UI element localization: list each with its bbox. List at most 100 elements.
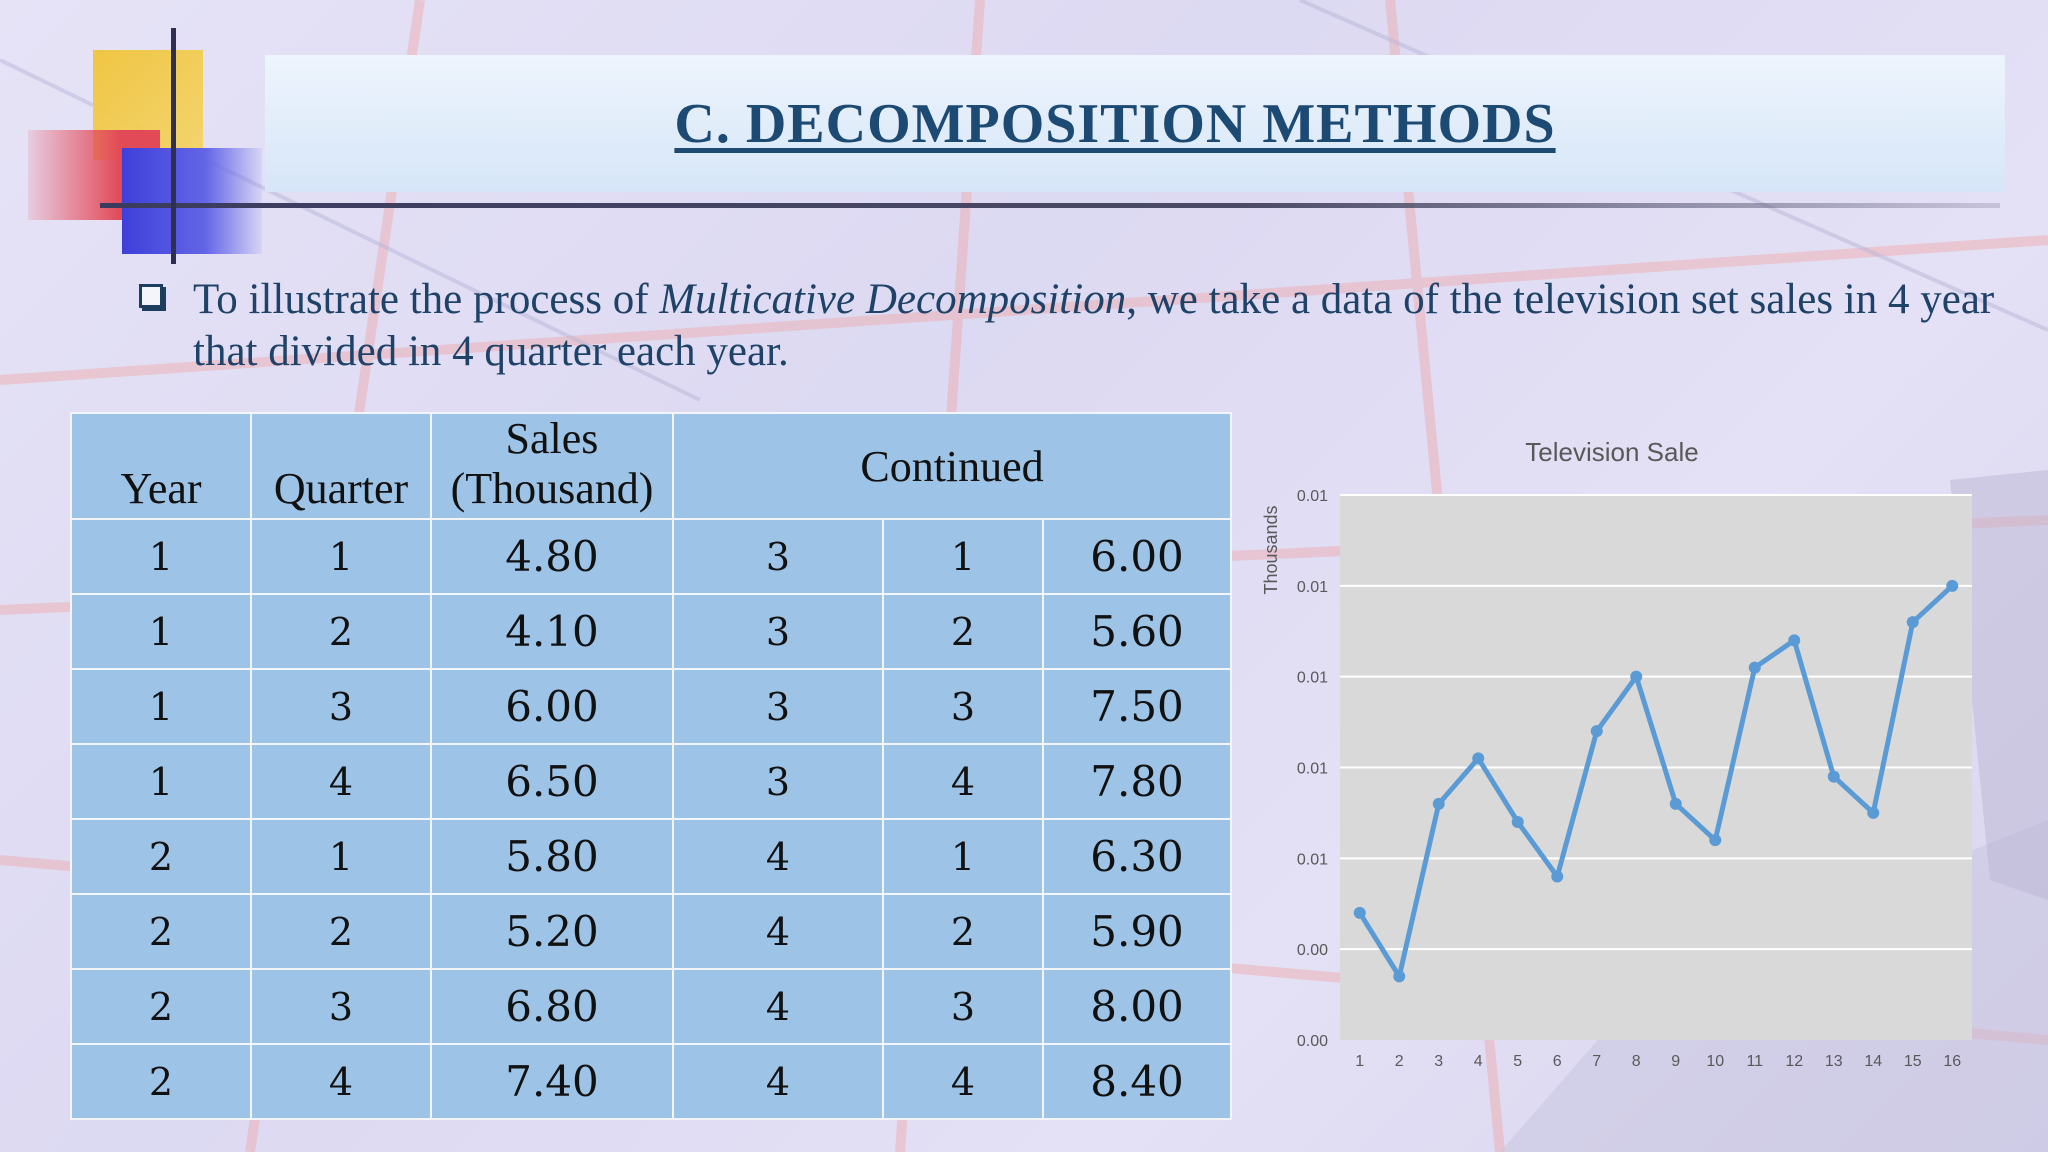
bullet-text-italic: Multicative Decomposition — [659, 276, 1127, 323]
series-line — [1357, 583, 1954, 979]
cell-quarter: 1 — [250, 518, 432, 595]
cell-quarter: 2 — [250, 593, 432, 670]
title-banner: C. DECOMPOSITION METHODS — [265, 55, 2005, 192]
table-row: 2 4 7.40 4 4 8.40 — [70, 1043, 1233, 1120]
data-point — [1748, 661, 1761, 674]
cell-quarter: 2 — [250, 893, 432, 970]
cell-continued-sales: 8.00 — [1041, 968, 1233, 1045]
cell-continued-year: 4 — [672, 1043, 884, 1120]
x-tick-label: 7 — [1592, 1053, 1601, 1070]
data-point — [1867, 806, 1880, 819]
x-tick-label: 4 — [1474, 1053, 1483, 1070]
data-point — [1353, 906, 1366, 919]
bullet-text-start: To illustrate the process of — [193, 276, 660, 323]
cell-continued-year: 4 — [672, 893, 884, 970]
table-row: 2 2 5.20 4 2 5.90 — [70, 893, 1233, 970]
cell-sales: 5.80 — [430, 818, 674, 895]
data-point — [1590, 725, 1603, 738]
x-tick-label: 11 — [1746, 1053, 1763, 1070]
data-point — [1432, 797, 1445, 810]
cell-sales: 6.50 — [430, 743, 674, 820]
x-tick-label: 5 — [1513, 1053, 1522, 1070]
header-sales: Sales (Thousand) — [430, 412, 674, 520]
cell-sales: 6.80 — [430, 968, 674, 1045]
y-axis-label: Thousands — [1261, 505, 1281, 594]
data-point — [1669, 797, 1682, 810]
cell-continued-quarter: 2 — [882, 593, 1044, 670]
cell-sales: 7.40 — [430, 1043, 674, 1120]
data-point — [1551, 870, 1564, 883]
y-tick-label: 0.01 — [1297, 761, 1328, 778]
header-year: Year — [70, 412, 252, 520]
cell-continued-year: 3 — [672, 593, 884, 670]
bullet-paragraph: To illustrate the process of Multicative… — [135, 274, 2015, 378]
cell-continued-year: 4 — [672, 968, 884, 1045]
cell-continued-quarter: 2 — [882, 893, 1044, 970]
x-tick-label: 13 — [1825, 1053, 1843, 1070]
header-sales-line2: (Thousand) — [450, 464, 654, 513]
cell-continued-sales: 5.60 — [1041, 593, 1233, 670]
cell-continued-sales: 6.00 — [1041, 518, 1233, 595]
x-tick-label: 8 — [1632, 1053, 1641, 1070]
cell-quarter: 4 — [250, 743, 432, 820]
x-tick-label: 10 — [1706, 1053, 1724, 1070]
data-point — [1906, 616, 1919, 629]
cell-year: 1 — [70, 668, 252, 745]
table-header-row: Year Quarter Sales (Thousand) Continued — [70, 412, 1233, 520]
cell-continued-year: 4 — [672, 818, 884, 895]
cell-continued-year: 3 — [672, 668, 884, 745]
data-point — [1788, 634, 1801, 647]
chart-title: Television Sale — [1525, 437, 1698, 467]
cell-quarter: 1 — [250, 818, 432, 895]
data-point — [1630, 670, 1643, 683]
x-tick-label: 1 — [1355, 1053, 1364, 1070]
cell-year: 1 — [70, 593, 252, 670]
cell-continued-sales: 7.80 — [1041, 743, 1233, 820]
cell-continued-quarter: 1 — [882, 518, 1044, 595]
x-tick-label: 3 — [1434, 1053, 1443, 1070]
header-quarter: Quarter — [250, 412, 432, 520]
table-row: 1 4 6.50 3 4 7.80 — [70, 743, 1233, 820]
data-point — [1472, 752, 1485, 765]
cell-year: 2 — [70, 893, 252, 970]
table-row: 1 3 6.00 3 3 7.50 — [70, 668, 1233, 745]
x-tick-label: 15 — [1904, 1053, 1922, 1070]
y-tick-label: 0.01 — [1297, 670, 1328, 687]
cell-continued-quarter: 3 — [882, 668, 1044, 745]
cell-sales: 4.80 — [430, 518, 674, 595]
table-row: 1 1 4.80 3 1 6.00 — [70, 518, 1233, 595]
x-tick-label: 14 — [1864, 1053, 1882, 1070]
x-tick-label: 6 — [1553, 1053, 1562, 1070]
cell-continued-sales: 5.90 — [1041, 893, 1233, 970]
y-tick-label: 0.00 — [1297, 1033, 1328, 1050]
sales-table: Year Quarter Sales (Thousand) Continued … — [70, 412, 1233, 1120]
cell-continued-quarter: 4 — [882, 1043, 1044, 1120]
x-tick-label: 16 — [1943, 1053, 1961, 1070]
x-tick-label: 9 — [1671, 1053, 1680, 1070]
cell-continued-year: 3 — [672, 518, 884, 595]
y-tick-label: 0.01 — [1297, 851, 1328, 868]
cell-quarter: 3 — [250, 668, 432, 745]
cell-year: 2 — [70, 818, 252, 895]
cell-continued-sales: 6.30 — [1041, 818, 1233, 895]
data-point — [1709, 834, 1722, 847]
cell-year: 2 — [70, 968, 252, 1045]
slide-title: C. DECOMPOSITION METHODS — [674, 92, 1556, 155]
cell-sales: 5.20 — [430, 893, 674, 970]
data-point — [1827, 770, 1840, 783]
cell-year: 1 — [70, 743, 252, 820]
data-point — [1946, 579, 1959, 592]
blue-square-decoration — [122, 148, 262, 254]
table-row: 1 2 4.10 3 2 5.60 — [70, 593, 1233, 670]
y-tick-label: 0.01 — [1297, 579, 1328, 596]
cell-quarter: 3 — [250, 968, 432, 1045]
header-sales-line1: Sales — [505, 414, 599, 463]
cell-sales: 6.00 — [430, 668, 674, 745]
y-tick-label: 0.01 — [1297, 488, 1328, 505]
vertical-rule — [171, 28, 176, 264]
table-row: 2 1 5.80 4 1 6.30 — [70, 818, 1233, 895]
cell-continued-sales: 7.50 — [1041, 668, 1233, 745]
cell-year: 1 — [70, 518, 252, 595]
cell-continued-year: 3 — [672, 743, 884, 820]
cell-sales: 4.10 — [430, 593, 674, 670]
